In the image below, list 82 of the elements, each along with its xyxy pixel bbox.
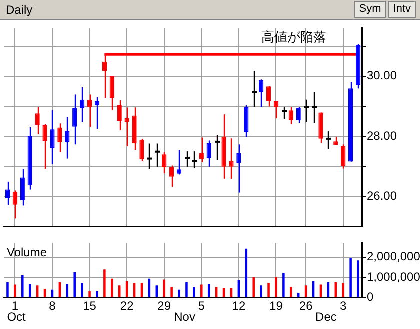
- bar: [81, 283, 84, 298]
- bar: [6, 282, 9, 298]
- candlestick: [244, 104, 249, 138]
- candlestick: [296, 106, 301, 124]
- bar: [186, 282, 188, 298]
- bar: [163, 280, 166, 298]
- candlestick: [341, 144, 346, 170]
- candlestick: [35, 106, 40, 136]
- bar: [200, 284, 203, 298]
- x-tick-label: 26: [299, 299, 314, 314]
- bar: [133, 283, 136, 298]
- text: Nov: [174, 310, 196, 324]
- bar: [140, 283, 144, 298]
- x-tick-label: 19: [270, 299, 284, 314]
- bar: [170, 287, 173, 298]
- x-tick-label: 22: [120, 299, 134, 314]
- candlestick: [110, 76, 114, 111]
- bar: [111, 278, 114, 298]
- candlestick: [162, 152, 167, 174]
- candlestick: [5, 181, 10, 206]
- y-tick-label: 2,000,000: [367, 250, 420, 264]
- candlestick: [288, 106, 294, 125]
- candlestick: [274, 100, 279, 120]
- bar: [342, 283, 344, 298]
- x-tick-label: 15: [83, 299, 97, 314]
- x-tick-label: 12: [232, 299, 246, 314]
- y-tick-label: 26.00: [367, 189, 398, 204]
- bar: [290, 287, 292, 298]
- chart-title: Volume: [7, 246, 48, 260]
- bar: [88, 291, 91, 298]
- bar: [36, 286, 39, 298]
- candlestick: [140, 138, 144, 162]
- candlestick: [42, 124, 48, 170]
- candlestick: [206, 140, 212, 168]
- chart-title: Daily: [6, 3, 33, 17]
- candlestick: [199, 137, 204, 164]
- y-tick-label: 30.00: [367, 68, 398, 83]
- x-tick-label: 3: [340, 299, 348, 314]
- candlestick: [72, 94, 78, 146]
- bar: [304, 286, 308, 298]
- bar: [297, 293, 300, 298]
- bar: [178, 290, 180, 298]
- bar: [357, 260, 360, 298]
- candlestick: [170, 165, 174, 188]
- x-tick-label: 8: [49, 299, 56, 314]
- bar: [260, 286, 262, 298]
- bar: [22, 276, 24, 298]
- bar: [282, 273, 285, 298]
- bar: [215, 287, 218, 298]
- candlestick: [259, 79, 264, 108]
- bar: [74, 272, 76, 298]
- candlestick: [80, 86, 85, 123]
- x-tick-label: 29: [158, 299, 172, 314]
- candlestick: [12, 190, 18, 220]
- bar: [96, 291, 98, 298]
- text: Intv: [388, 1, 416, 18]
- candlestick: [58, 122, 62, 153]
- candlestick: [50, 110, 55, 165]
- candlestick: [87, 94, 92, 128]
- candlestick: [117, 100, 122, 132]
- candlestick: [236, 144, 242, 194]
- candlestick: [20, 168, 25, 206]
- bar: [275, 277, 278, 298]
- candlestick: [65, 116, 70, 160]
- y-tick-label: 0: [367, 290, 374, 304]
- candlestick: [176, 149, 182, 176]
- bar: [350, 258, 352, 298]
- bar: [268, 283, 270, 298]
- bar: [193, 287, 196, 298]
- bar: [104, 270, 106, 298]
- text: Sym: [354, 1, 386, 18]
- y-tick-label: 1,000,000: [367, 270, 420, 284]
- bar: [156, 286, 158, 298]
- x-tick-label: 5: [198, 299, 206, 314]
- y-tick-label: 28.00: [367, 128, 398, 143]
- candlestick: [229, 138, 234, 180]
- bar: [118, 286, 121, 298]
- candlestick: [266, 86, 272, 108]
- text: Dec: [316, 310, 337, 324]
- bar: [252, 277, 255, 298]
- annotation: 高値が陥落: [261, 29, 326, 44]
- bar: [14, 284, 16, 298]
